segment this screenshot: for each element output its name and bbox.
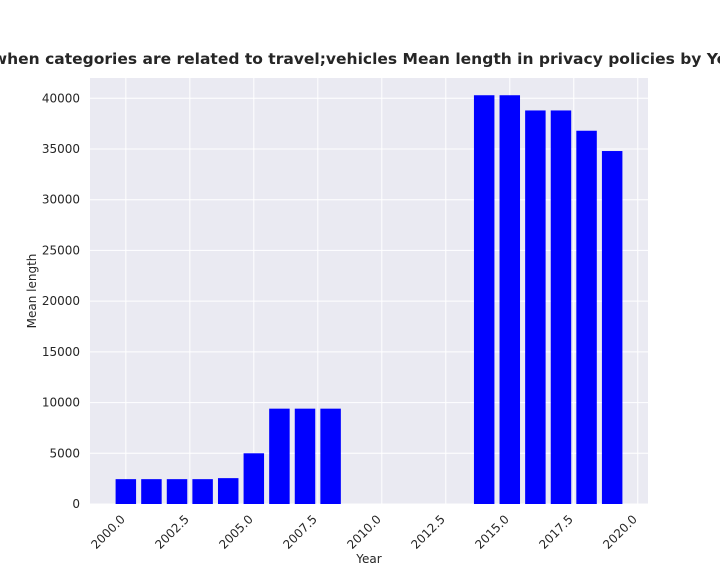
y-tick-labels: 0 5000 10000 15000 20000 25000 30000 35000 40000: [42, 91, 80, 511]
bar: [269, 408, 290, 504]
grid-lines: [90, 78, 648, 505]
bar: [576, 130, 597, 504]
y-tick-label: 25000: [42, 243, 80, 257]
chart-title: when categories are related to travel;ve…: [0, 50, 720, 68]
x-tick-label: 2017.5: [536, 512, 576, 552]
y-tick-label: 20000: [42, 294, 80, 308]
y-tick-label: 5000: [49, 446, 80, 460]
x-tick-labels: 2000.0 2002.5 2005.0 2007.5 2010.0 2012.5 2015…: [88, 512, 640, 552]
bar: [601, 151, 623, 504]
bar: [141, 479, 162, 504]
bar: [217, 478, 239, 504]
x-axis-label: Year: [355, 552, 381, 566]
x-tick-label: 2015.0: [472, 512, 512, 552]
bar: [320, 408, 341, 504]
x-tick-label: 2000.0: [88, 512, 128, 552]
bar: [166, 479, 188, 504]
bar: [243, 453, 265, 504]
bar: [115, 479, 137, 504]
bars: [115, 95, 623, 504]
y-tick-label: 40000: [42, 91, 80, 105]
x-tick-label: 2020.0: [600, 512, 640, 552]
y-tick-label: 0: [72, 497, 80, 511]
x-tick-label: 2007.5: [280, 512, 320, 552]
y-tick-label: 10000: [42, 396, 80, 410]
bar: [525, 110, 546, 504]
bar: [550, 110, 572, 504]
x-tick-label: 2012.5: [408, 512, 448, 552]
bar: [294, 408, 316, 504]
x-tick-label: 2005.0: [216, 512, 256, 552]
y-tick-label: 30000: [42, 193, 80, 207]
x-tick-label: 2002.5: [152, 512, 192, 552]
y-tick-label: 15000: [42, 345, 80, 359]
bar: [192, 479, 213, 504]
bar: [473, 95, 495, 504]
y-axis-label: Mean length: [25, 254, 39, 329]
x-tick-label: 2010.0: [344, 512, 384, 552]
bar: [499, 95, 521, 504]
y-tick-label: 35000: [42, 142, 80, 156]
